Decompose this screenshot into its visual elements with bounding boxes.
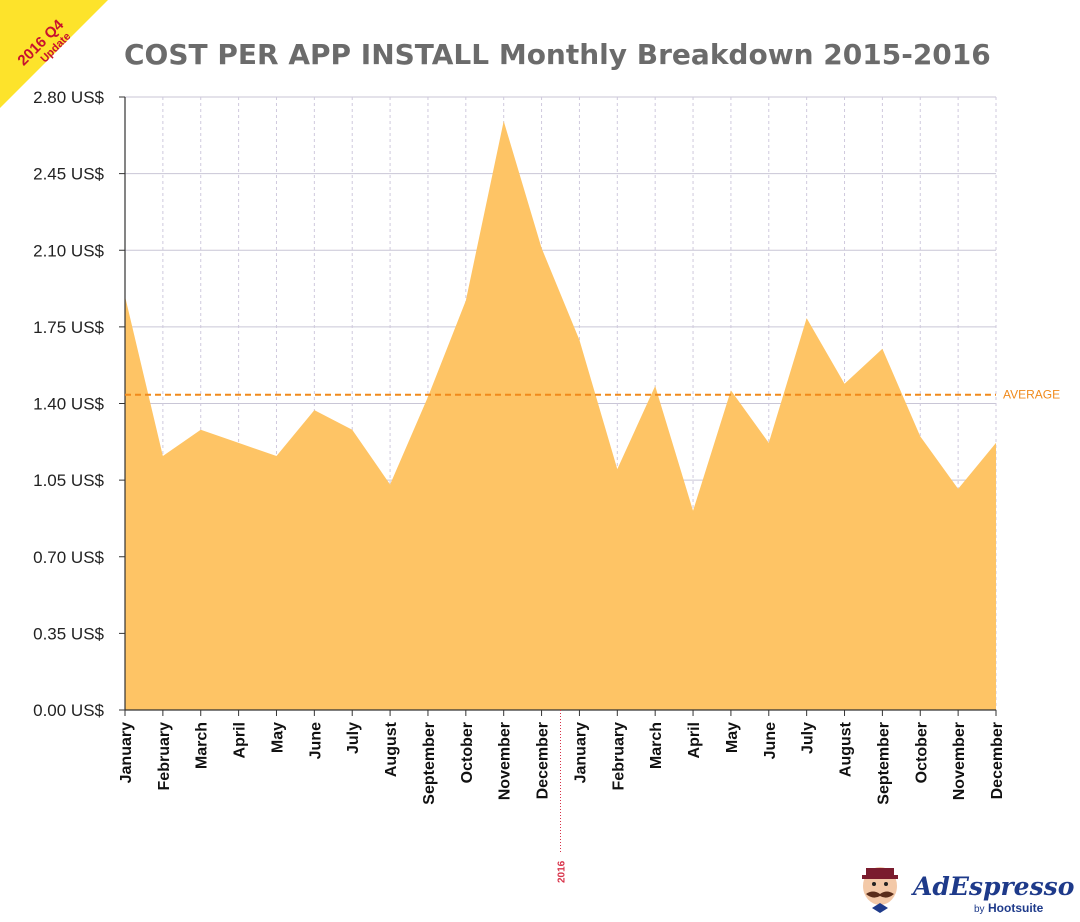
year-marker: 2016 [557, 710, 568, 883]
x-tick-label: July [345, 722, 362, 754]
x-tick-label: June [307, 722, 324, 759]
x-tick-label: December [989, 722, 1006, 799]
x-tick-label: February [610, 722, 627, 791]
x-tick-label: November [951, 722, 968, 800]
brand-logo: AdEspresso by Hootsuite [862, 867, 1074, 915]
y-tick-label: 1.05 US$ [33, 471, 104, 490]
x-tick-label: February [156, 722, 173, 791]
x-tick-label: May [724, 722, 741, 753]
x-tick-label: August [838, 721, 855, 777]
y-tick-label: 1.40 US$ [33, 395, 104, 414]
x-tick-label: December [535, 722, 552, 799]
y-tick-label: 2.80 US$ [33, 88, 104, 107]
x-tick-label: November [497, 722, 514, 800]
mascot-icon [862, 867, 898, 913]
x-axis-ticks: January February March April May June July Augu… [118, 721, 1006, 804]
x-tick-label: March [194, 722, 211, 769]
x-tick-label: April [232, 722, 249, 758]
x-tick-label: August [383, 721, 400, 777]
x-tick-label: June [762, 722, 779, 759]
y-tick-label: 2.10 US$ [33, 241, 104, 260]
y-tick-label: 0.00 US$ [33, 701, 104, 720]
x-tick-label: March [648, 722, 665, 769]
y-tick-label: 1.75 US$ [33, 318, 104, 337]
y-tick-label: 0.35 US$ [33, 624, 104, 643]
update-ribbon: 2016 Q4 Update [0, 0, 108, 108]
year-marker-label: 2016 [557, 860, 568, 883]
x-tick-label: October [459, 722, 476, 783]
x-tick-label: January [572, 722, 589, 783]
x-tick-label: January [118, 722, 135, 783]
brand-by: by [974, 904, 985, 915]
x-tick-label: April [686, 722, 703, 758]
x-tick-label: May [269, 722, 286, 753]
x-tick-label: September [875, 722, 892, 805]
x-tick-label: October [913, 722, 930, 783]
series-area [125, 121, 996, 710]
average-line-group: AVERAGE [125, 388, 1060, 402]
chart-title: COST PER APP INSTALL Monthly Breakdown 2… [124, 38, 991, 71]
y-axis-ticks: 0.00 US$ 0.35 US$ 0.70 US$ 1.05 US$ 1.40 US$… [33, 88, 104, 720]
y-tick-label: 2.45 US$ [33, 165, 104, 184]
average-label: AVERAGE [1003, 388, 1060, 402]
brand-name: AdEspresso [911, 872, 1074, 901]
x-tick-label: July [800, 722, 817, 754]
y-tick-label: 0.70 US$ [33, 548, 104, 567]
x-tick-label: September [421, 722, 438, 805]
brand-parent: Hootsuite [988, 901, 1044, 915]
